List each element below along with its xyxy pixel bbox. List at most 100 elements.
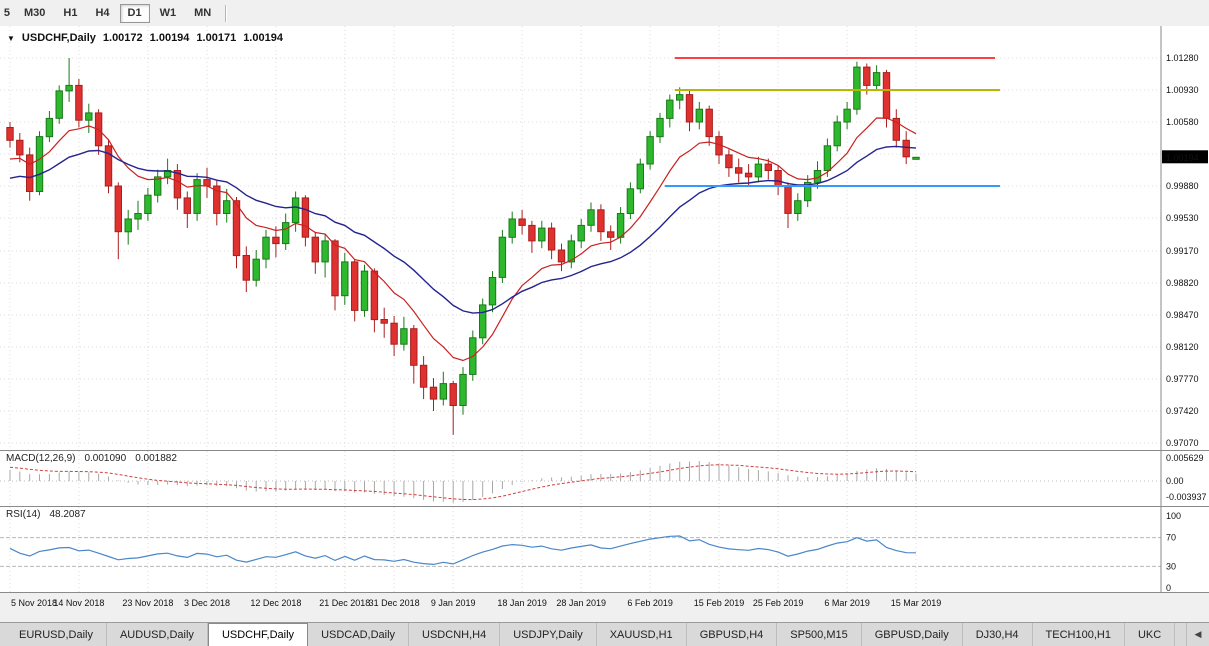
chart-symbol-header: ▼ USDCHF,Daily 1.00172 1.00194 1.00171 1… — [7, 32, 283, 44]
candle — [479, 304, 487, 339]
candle — [597, 209, 605, 233]
candle — [232, 200, 241, 257]
ma-slow-line — [9, 145, 917, 314]
macd-pane[interactable]: 0.005629 0.00 -0.003937 — [0, 450, 1209, 506]
tab-gbpusd-h4[interactable]: GBPUSD,H4 — [687, 623, 778, 646]
timeframe-button-H4[interactable]: H4 — [95, 7, 110, 19]
candle — [754, 163, 763, 178]
candle — [360, 270, 369, 311]
macd-signal-line — [9, 464, 917, 501]
tab-sp500-m15[interactable]: SP500,M15 — [777, 623, 862, 646]
price-axis-label: 0.99170 — [1166, 246, 1199, 256]
macd-axis-labels: 0.005629 0.00 -0.003937 — [1166, 453, 1207, 502]
candle — [804, 181, 812, 202]
rsi-axis-label: 30 — [1166, 561, 1176, 571]
rsi-axis-label: 100 — [1166, 511, 1181, 521]
candle — [744, 172, 753, 178]
candle — [498, 236, 507, 278]
timeframe-button-W1[interactable]: W1 — [159, 7, 177, 19]
rsi-pane[interactable]: 100 70 30 0 — [0, 506, 1209, 592]
date-label: 25 Feb 2019 — [753, 598, 804, 608]
current-price-text: 1.00194 — [1166, 153, 1199, 163]
candle — [104, 145, 113, 187]
candle — [518, 218, 526, 226]
ohlc-high: 1.00194 — [149, 32, 190, 44]
date-label: 3 Dec 2018 — [184, 598, 230, 608]
candle — [380, 319, 388, 324]
candle — [6, 127, 14, 141]
candle — [794, 200, 802, 214]
candle — [912, 156, 920, 160]
candle — [439, 383, 448, 400]
candle — [85, 112, 93, 121]
candle — [183, 197, 192, 214]
candle — [764, 163, 772, 172]
date-label: 6 Mar 2019 — [824, 598, 870, 608]
candle — [538, 227, 546, 242]
toolbar-separator — [225, 4, 228, 22]
ohlc-open: 1.00172 — [102, 32, 143, 44]
rsi-chart[interactable]: 100 70 30 0 — [0, 506, 1209, 592]
tab-dj30-h4[interactable]: DJ30,H4 — [963, 623, 1033, 646]
date-label: 23 Nov 2018 — [122, 598, 173, 608]
date-label: 31 Dec 2018 — [369, 598, 420, 608]
timeframe-button-MN[interactable]: MN — [194, 7, 212, 19]
tab-eurusd-daily[interactable]: EURUSD,Daily — [6, 623, 107, 646]
candle — [419, 364, 428, 388]
tab-tech100-h1[interactable]: TECH100,H1 — [1033, 623, 1125, 646]
candle — [272, 236, 280, 245]
time-axis[interactable]: 5 Nov 2018 14 Nov 2018 23 Nov 2018 3 Dec 20… — [0, 592, 1209, 614]
date-label: 6 Feb 2019 — [627, 598, 673, 608]
candle — [616, 213, 625, 238]
candle — [646, 136, 654, 165]
timeframe-button-M30[interactable]: M30 — [24, 7, 46, 19]
timeframe-button-H1[interactable]: H1 — [63, 7, 78, 19]
candle — [341, 261, 349, 297]
price-axis-label: 0.99880 — [1166, 181, 1199, 191]
date-label: 18 Jan 2019 — [497, 598, 547, 608]
candlestick-chart[interactable]: 1.01280 1.00930 1.00580 0.99880 0.99530 0.991… — [0, 26, 1209, 450]
candle — [705, 108, 713, 138]
price-axis-label: 0.97770 — [1166, 374, 1199, 384]
candle — [144, 194, 152, 214]
tab-usdcad-daily[interactable]: USDCAD,Daily — [308, 623, 410, 646]
main-chart-pane[interactable]: 1.01280 1.00930 1.00580 0.99880 0.99530 0.991… — [0, 26, 1209, 450]
timeframe-button-5[interactable]: 5 — [3, 7, 10, 19]
candle — [784, 185, 792, 214]
candle — [666, 99, 674, 119]
tab-usdjpy-daily[interactable]: USDJPY,Daily — [500, 623, 597, 646]
current-price-tag — [1162, 150, 1208, 164]
candle — [882, 72, 891, 119]
tab-usdcnh-h4[interactable]: USDCNH,H4 — [409, 623, 501, 646]
candles — [6, 58, 920, 435]
chart-dropdown-icon[interactable]: ▼ — [7, 33, 15, 43]
candle — [321, 240, 329, 263]
rsi-line — [9, 535, 917, 566]
timeframe-button-D1[interactable]: D1 — [119, 3, 150, 23]
candle — [607, 231, 615, 238]
tab-gbpusd-daily[interactable]: GBPUSD,Daily — [862, 623, 963, 646]
candle — [833, 121, 841, 147]
candle — [400, 328, 408, 345]
candle — [577, 224, 585, 242]
candle — [173, 170, 182, 199]
price-axis-label: 0.98120 — [1166, 342, 1199, 352]
candle — [26, 154, 34, 192]
candle — [262, 236, 270, 260]
tab-audusd-daily[interactable]: AUDUSD,Daily — [107, 623, 208, 646]
price-gridlines — [0, 57, 1161, 444]
candle — [75, 84, 83, 121]
tab-usdchf-daily[interactable]: USDCHF,Daily — [207, 623, 309, 646]
candle — [291, 197, 300, 224]
macd-chart[interactable]: 0.005629 0.00 -0.003937 — [0, 450, 1209, 506]
candle — [853, 66, 861, 110]
ohlc-low: 1.00171 — [196, 32, 237, 44]
tab-scroll-left-button[interactable]: ◀ — [1186, 623, 1209, 646]
tab-xauusd-h1[interactable]: XAUUSD,H1 — [597, 623, 687, 646]
date-label: 21 Dec 2018 — [319, 598, 370, 608]
tab-ukc[interactable]: UKC — [1125, 623, 1176, 646]
macd-histogram — [9, 461, 917, 503]
candle — [370, 270, 379, 321]
